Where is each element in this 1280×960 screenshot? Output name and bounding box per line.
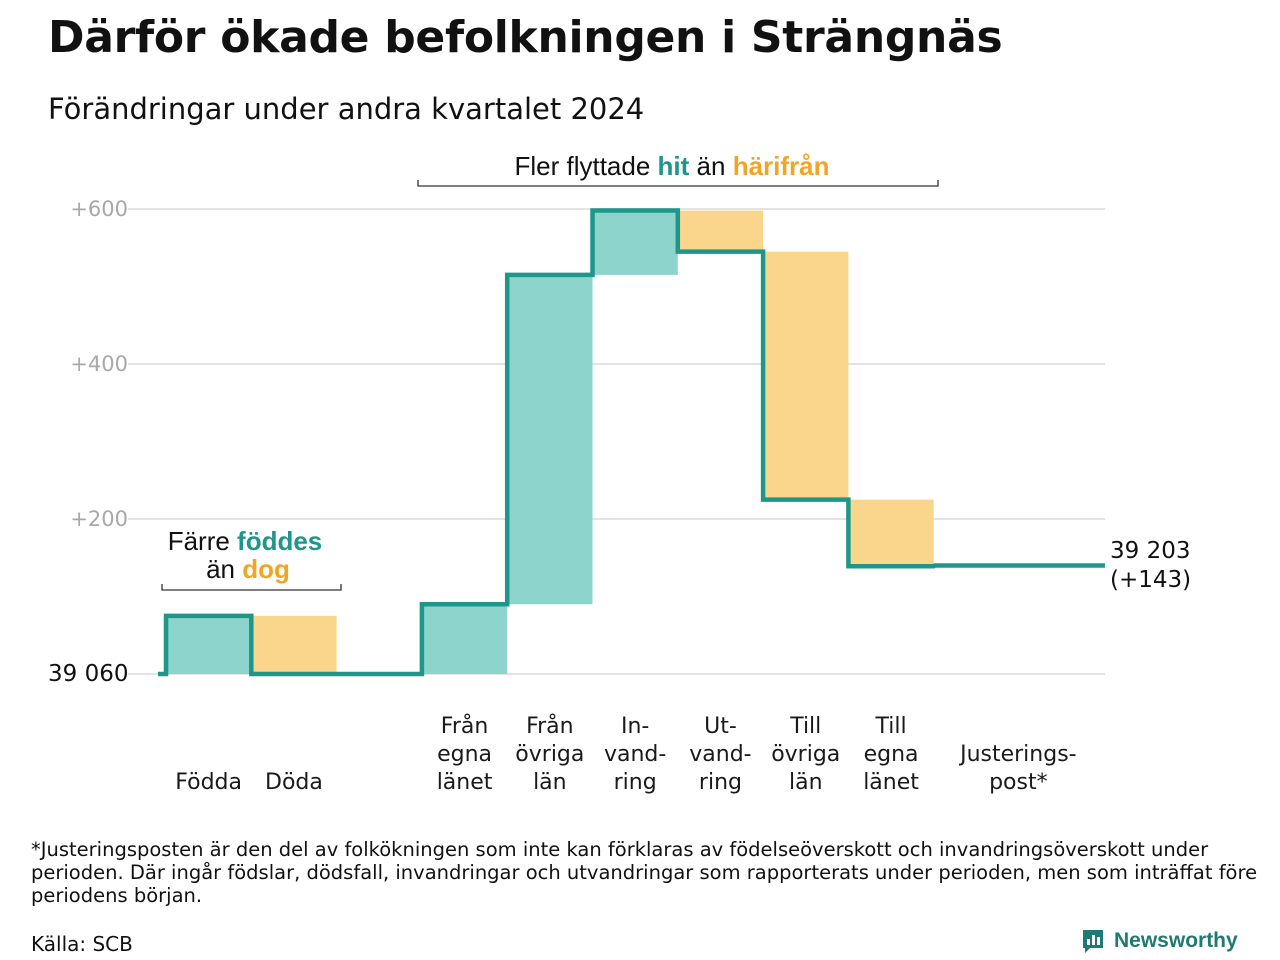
- category-label: Till: [789, 714, 821, 739]
- category-label: Ut-: [704, 714, 737, 739]
- waterfall-bar: [763, 251, 849, 500]
- category-label: länet: [863, 770, 919, 795]
- cumulative-step-line: [158, 208, 1105, 677]
- category-label: Från: [441, 713, 489, 739]
- footnote: *Justeringsposten är den del av folkökni…: [31, 838, 1258, 907]
- category-label: ring: [614, 770, 657, 795]
- waterfall-bar: [848, 499, 934, 567]
- y-tick-label: +400: [70, 352, 128, 376]
- category-label: post*: [989, 770, 1048, 795]
- chart-bubble-icon: [1083, 930, 1103, 953]
- category-label: Till: [874, 714, 906, 739]
- brand-logo: Newsworthy: [1080, 928, 1238, 954]
- births-bracket: [161, 584, 342, 591]
- page-title: Därför ökade befolkningen i Strängnäs: [48, 12, 1003, 63]
- category-label: vand-: [689, 742, 751, 767]
- page-subtitle: Förändringar under andra kvartalet 2024: [48, 92, 645, 126]
- moves-annotation: Fler flyttade hit än härifrån: [514, 151, 829, 181]
- waterfall-bar: [507, 274, 593, 605]
- category-label: ring: [699, 770, 742, 795]
- category-label: Justerings-: [958, 742, 1077, 767]
- category-label: övriga: [515, 742, 584, 767]
- y-tick-label: +200: [70, 507, 128, 531]
- brand-name: Newsworthy: [1114, 929, 1238, 952]
- category-label: In-: [621, 714, 649, 739]
- category-label: länet: [437, 770, 493, 795]
- moves-bracket: [417, 180, 939, 187]
- waterfall-bar: [166, 615, 252, 674]
- waterfall-bar: [421, 604, 508, 674]
- end-value-label: 39 203: [1110, 538, 1190, 564]
- births-annotation-line2: än dog: [206, 554, 290, 584]
- waterfall-bar: [251, 615, 337, 674]
- source-label: Källa: SCB: [31, 932, 133, 956]
- category-label: län: [533, 770, 567, 795]
- category-label: vand-: [604, 742, 666, 767]
- category-label: egna: [864, 742, 919, 767]
- end-change-label: (+143): [1110, 567, 1191, 593]
- category-label: Från: [526, 713, 574, 739]
- waterfall-chart: +200 +400 +600 Födda Döda Från egna länet Från öv…: [48, 151, 1191, 795]
- category-label: egna: [437, 742, 492, 767]
- category-label: Födda: [175, 770, 242, 795]
- births-annotation-line1: Färre föddes: [168, 526, 323, 556]
- start-value-label: 39 060: [48, 661, 128, 687]
- waterfall-bar: [592, 210, 678, 275]
- y-tick-label: +600: [70, 197, 128, 221]
- category-label: län: [789, 770, 823, 795]
- category-label: övriga: [771, 742, 840, 767]
- waterfall-bar: [677, 210, 764, 252]
- category-label: Döda: [265, 770, 323, 795]
